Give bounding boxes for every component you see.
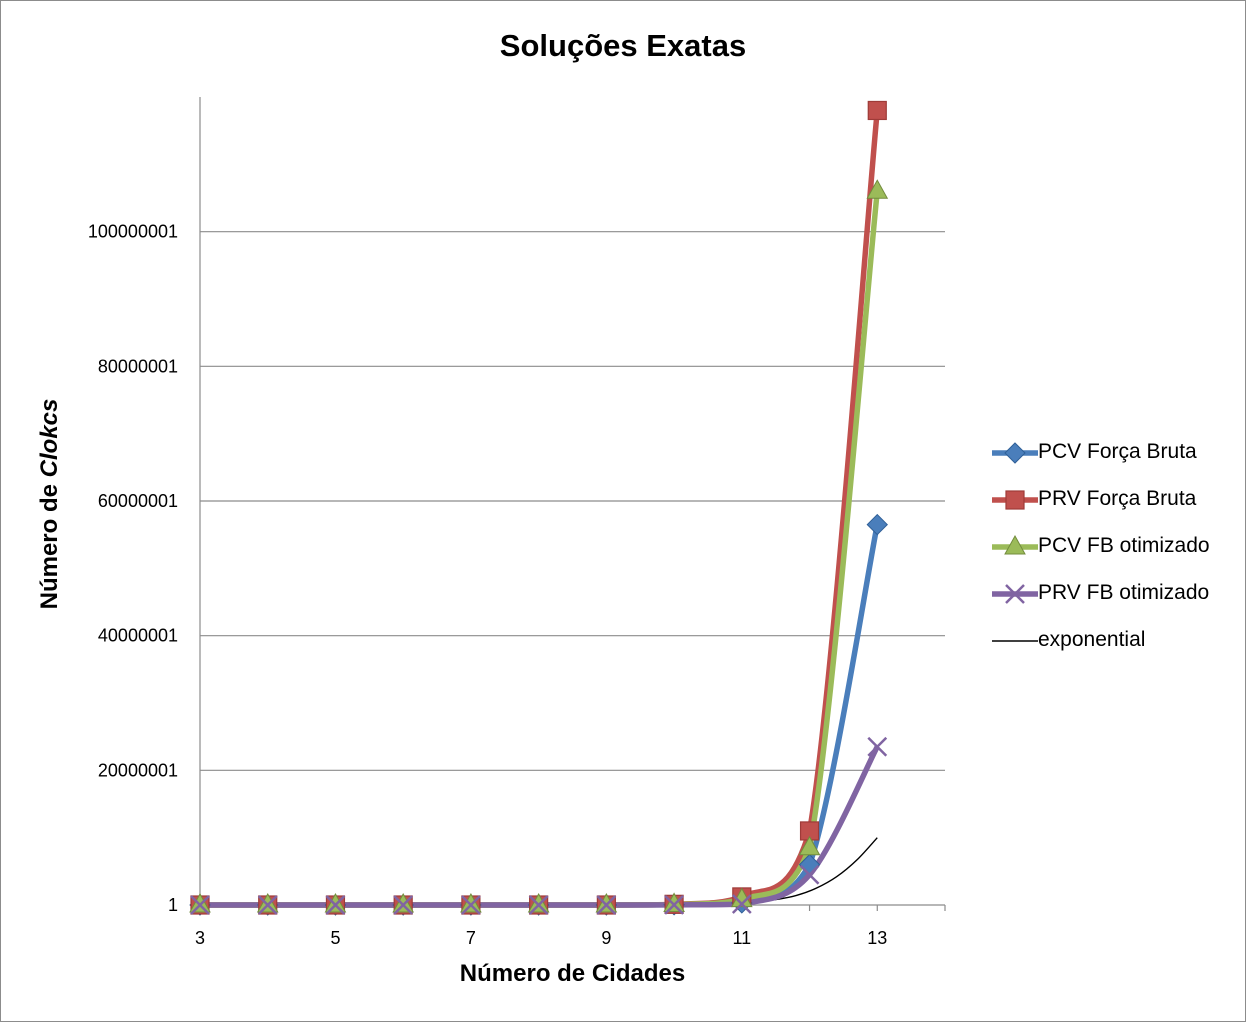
legend-label: PRV FB otimizado — [1038, 581, 1210, 604]
x-tick-label: 11 — [732, 928, 751, 948]
data-point — [393, 895, 414, 915]
data-point — [460, 892, 482, 913]
data-point — [256, 892, 279, 913]
legend-marker — [1005, 490, 1025, 510]
data-point — [663, 892, 685, 912]
data-point — [190, 895, 210, 915]
legend-swatch — [992, 490, 1038, 510]
legend-marker — [1005, 584, 1025, 604]
data-point — [731, 894, 752, 914]
legend-marker — [1004, 534, 1026, 555]
data-point — [527, 892, 550, 913]
legend-marker — [1004, 442, 1026, 464]
series-line — [200, 110, 881, 908]
series-layer — [189, 100, 889, 916]
data-point — [324, 892, 347, 913]
legend-label: PCV Força Bruta — [1038, 440, 1197, 463]
y-tick-label: 80000001 — [98, 356, 178, 376]
data-point — [867, 736, 888, 757]
x-tick-label: 5 — [330, 928, 340, 948]
data-point — [866, 513, 888, 536]
data-point — [595, 892, 618, 913]
tick-labels: 1 20000001 40000001 60000001 80000001 1000000… — [88, 222, 887, 948]
series-line — [200, 524, 880, 908]
x-tick-label: 7 — [466, 928, 476, 948]
data-point — [799, 864, 820, 885]
data-point — [325, 895, 346, 915]
legend-swatch — [992, 640, 1038, 642]
x-tick-label: 13 — [867, 928, 887, 948]
data-point — [596, 895, 617, 915]
data-point — [866, 179, 889, 199]
data-point — [392, 892, 415, 913]
data-point — [867, 100, 887, 121]
data-point — [528, 895, 549, 915]
x-axis-label: Número de Cidades — [459, 960, 686, 987]
y-tick-label: 1 — [168, 895, 178, 915]
legend-label: PCV FB otimizado — [1038, 534, 1210, 557]
axes — [194, 97, 946, 911]
data-point — [189, 892, 211, 913]
legend-swatch — [992, 442, 1038, 464]
series-line — [200, 190, 881, 908]
grid-lines — [200, 231, 945, 771]
chart-title: Soluções Exatas — [499, 28, 747, 63]
data-point — [257, 895, 278, 915]
legend-label: PRV Força Bruta — [1038, 487, 1197, 510]
x-tick-label: 3 — [195, 928, 205, 948]
y-tick-label: 40000001 — [98, 626, 178, 646]
y-tick-label: 60000001 — [98, 491, 178, 511]
data-point — [798, 835, 821, 856]
y-tick-label: 20000001 — [98, 760, 178, 780]
legend-label: exponential — [1038, 628, 1146, 651]
y-tick-label: 100000001 — [88, 222, 178, 242]
x-tick-label: 9 — [601, 928, 611, 948]
legend-swatch — [992, 534, 1038, 555]
legend-swatch — [992, 584, 1038, 604]
data-point — [664, 894, 684, 915]
data-point — [461, 895, 481, 915]
